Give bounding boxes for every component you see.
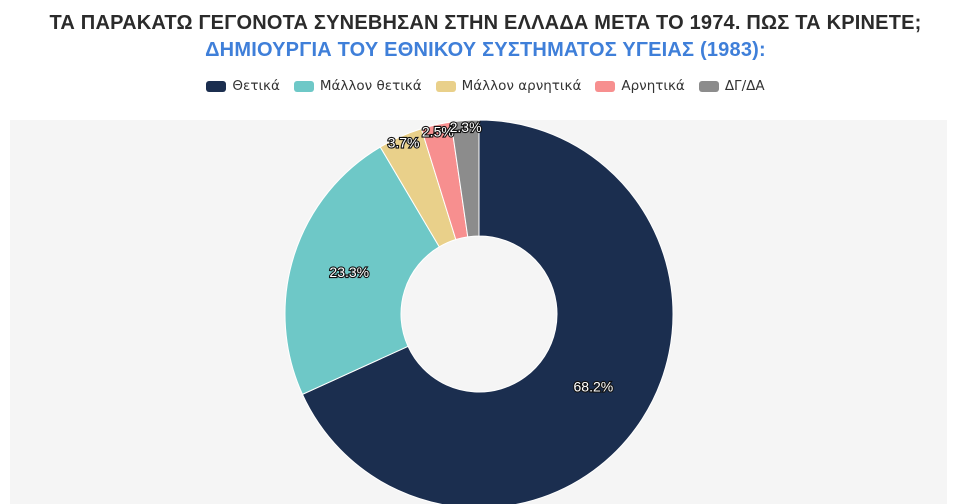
slice-0[interactable] <box>301 119 674 504</box>
legend-label: ΔΓ/ΔΑ <box>724 78 765 94</box>
chart-title: ΤΑ ΠΑΡΑΚΑΤΩ ΓΕΓΟΝΟΤΑ ΣΥΝΕΒΗΣΑΝ ΣΤΗΝ ΕΛΛΑ… <box>49 12 922 34</box>
legend-swatch <box>595 80 616 92</box>
legend: Θετικά Μάλλον θετικά Μάλλον αρνητικά Αρν… <box>0 78 971 94</box>
chart-subtitle: ΔΗΜΙΟΥΡΓΙΑ ΤΟΥ ΕΘΝΙΚΟΥ ΣΥΣΤΗΜΑΤΟΣ ΥΓΕΙΑΣ… <box>205 39 766 61</box>
slice-label-2: 3.7% <box>388 135 420 151</box>
slice-label-3: 2.5% <box>422 123 454 139</box>
slice-4[interactable] <box>450 119 480 238</box>
legend-swatch <box>206 80 227 92</box>
legend-item-positive[interactable]: Θετικά <box>206 78 280 94</box>
legend-swatch <box>293 80 314 92</box>
legend-label: Αρνητικά <box>621 78 685 94</box>
legend-item-rather-negative[interactable]: Μάλλον αρνητικά <box>435 78 582 94</box>
legend-label: Μάλλον θετικά <box>319 78 422 94</box>
legend-item-rather-positive[interactable]: Μάλλον θετικά <box>293 78 422 94</box>
slice-label-1: 23.3% <box>329 264 369 280</box>
legend-label: Θετικά <box>232 78 280 94</box>
legend-item-dk-na[interactable]: ΔΓ/ΔΑ <box>698 78 765 94</box>
legend-swatch <box>698 80 719 92</box>
slice-label-0: 68.2% <box>574 378 614 394</box>
legend-swatch <box>435 80 456 92</box>
slice-1[interactable] <box>284 146 440 396</box>
slice-label-4: 2.3% <box>450 119 482 135</box>
legend-label: Μάλλον αρνητικά <box>461 78 582 94</box>
legend-item-negative[interactable]: Αρνητικά <box>595 78 685 94</box>
